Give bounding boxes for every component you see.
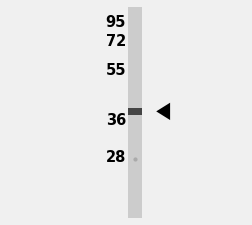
Bar [128,7,142,218]
Text: 95: 95 [106,15,126,30]
Text: 72: 72 [106,34,126,49]
Bar [128,108,142,115]
Text: 36: 36 [106,113,126,128]
Text: 55: 55 [106,63,126,78]
Text: 28: 28 [106,150,126,165]
Polygon shape [156,103,170,120]
